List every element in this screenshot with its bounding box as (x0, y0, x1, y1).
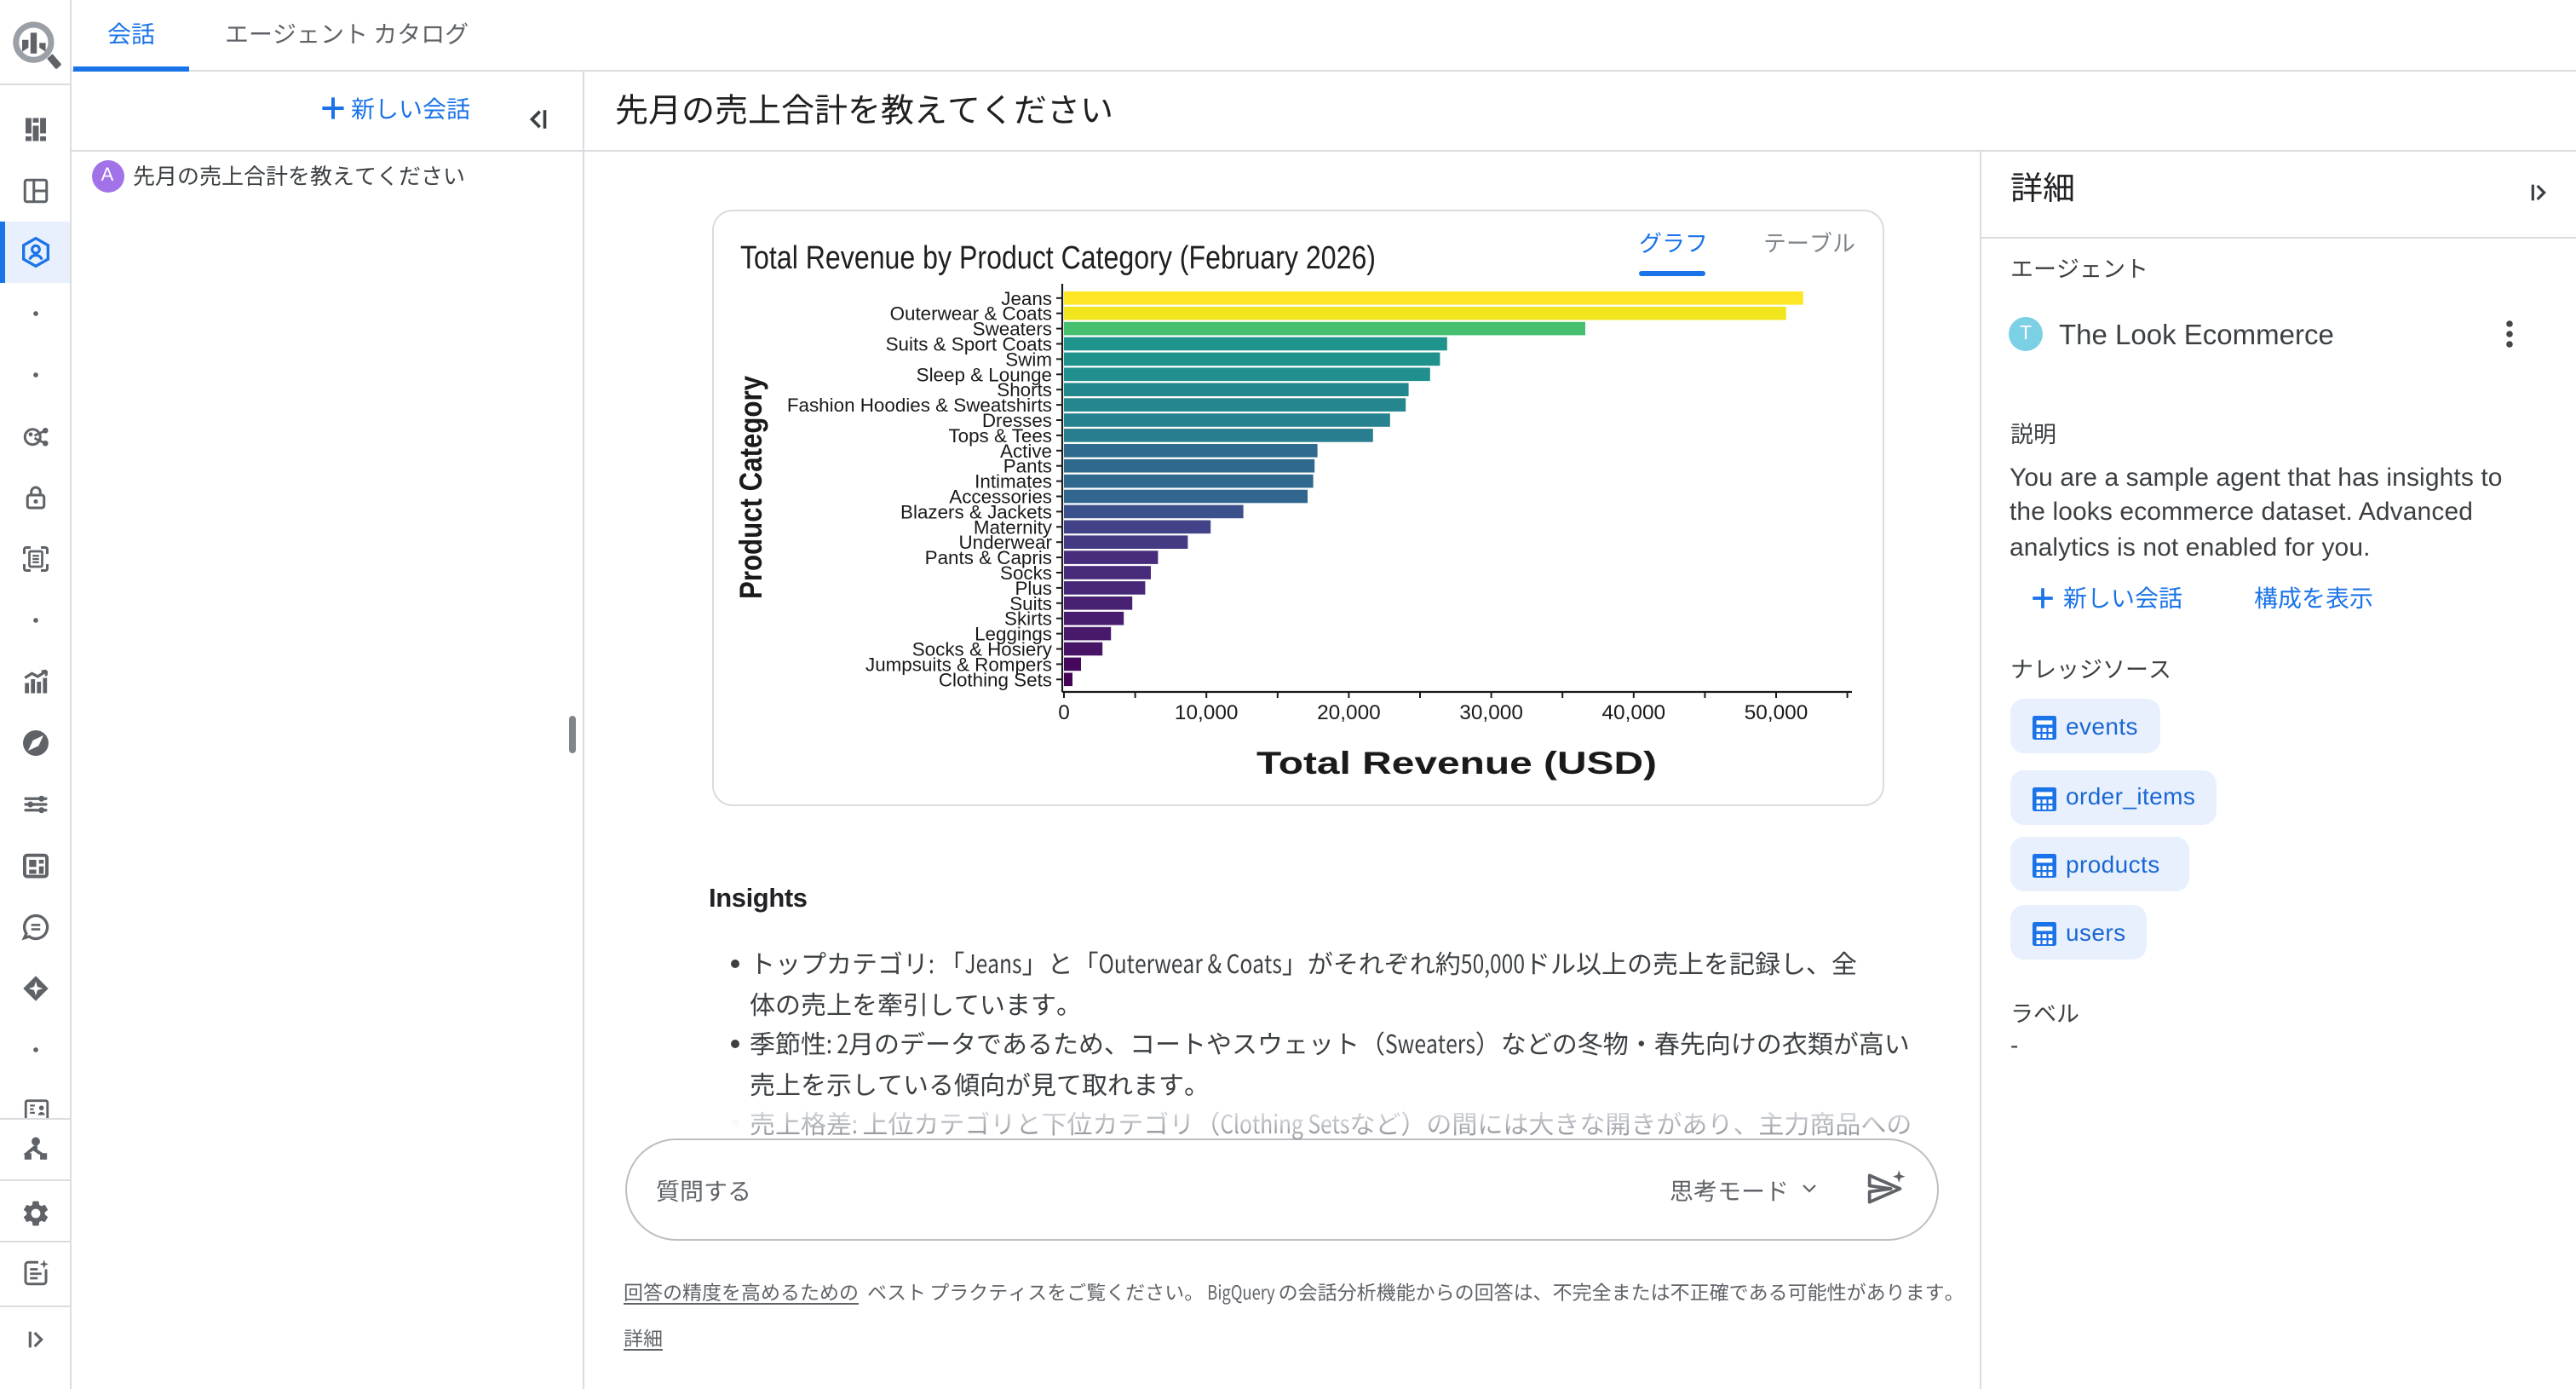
svg-text:Plus: Plus (1015, 578, 1052, 599)
svg-text:Suits & Sport Coats: Suits & Sport Coats (886, 334, 1052, 355)
svg-text:Outerwear & Coats: Outerwear & Coats (890, 303, 1052, 325)
svg-text:Leggings: Leggings (975, 624, 1052, 645)
svg-text:0: 0 (1058, 701, 1070, 724)
svg-text:Accessories: Accessories (949, 487, 1052, 508)
svg-text:Clothing Sets: Clothing Sets (939, 669, 1052, 690)
svg-text:Product Category: Product Category (733, 376, 768, 599)
svg-text:Blazers & Jackets: Blazers & Jackets (900, 501, 1052, 522)
svg-text:Jumpsuits & Rompers: Jumpsuits & Rompers (865, 654, 1052, 675)
svg-text:Sleep & Lounge: Sleep & Lounge (917, 364, 1052, 385)
svg-text:Jeans: Jeans (1001, 288, 1052, 309)
svg-text:Intimates: Intimates (975, 471, 1052, 493)
svg-text:Socks & Hosiery: Socks & Hosiery (912, 639, 1053, 660)
svg-text:Swim: Swim (1005, 349, 1052, 370)
svg-text:Skirts: Skirts (1004, 608, 1052, 630)
svg-text:Active: Active (1000, 441, 1052, 462)
svg-text:Pants & Capris: Pants & Capris (925, 547, 1052, 568)
svg-text:20,000: 20,000 (1317, 701, 1381, 724)
svg-text:10,000: 10,000 (1175, 701, 1239, 724)
svg-text:Pants: Pants (1003, 456, 1052, 477)
svg-text:Socks: Socks (1000, 562, 1052, 584)
svg-text:Total Revenue by Product Categ: Total Revenue by Product Category (Febru… (740, 240, 1376, 276)
svg-text:Maternity: Maternity (974, 516, 1053, 538)
svg-text:Underwear: Underwear (958, 532, 1052, 553)
svg-text:40,000: 40,000 (1601, 701, 1665, 724)
svg-text:Fashion Hoodies & Sweatshirts: Fashion Hoodies & Sweatshirts (787, 395, 1052, 416)
svg-text:Total Revenue (USD): Total Revenue (USD) (1256, 746, 1657, 781)
svg-text:Sweaters: Sweaters (973, 319, 1052, 340)
svg-text:Dresses: Dresses (982, 410, 1052, 431)
svg-text:Suits: Suits (1009, 593, 1052, 614)
svg-text:50,000: 50,000 (1745, 701, 1808, 724)
svg-text:Shorts: Shorts (997, 379, 1052, 401)
svg-text:Tops & Tees: Tops & Tees (948, 425, 1052, 447)
svg-text:30,000: 30,000 (1459, 701, 1523, 724)
